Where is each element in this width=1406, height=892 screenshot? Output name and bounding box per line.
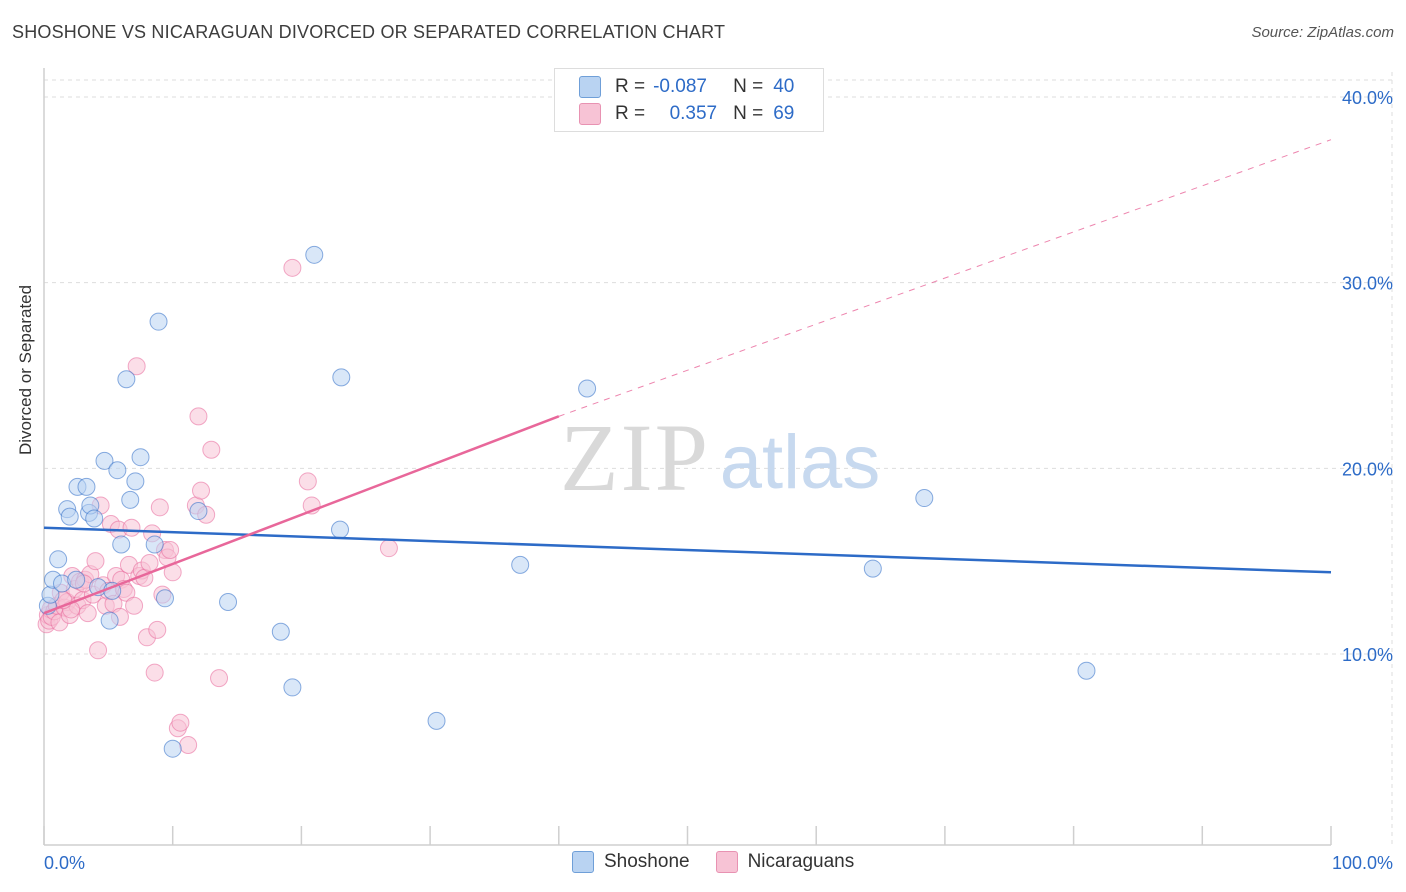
chart-title: SHOSHONE VS NICARAGUAN DIVORCED OR SEPAR… [12,22,726,42]
shoshone-point [100,611,119,630]
legend-r-label: R = [615,76,646,97]
shoshone-points [38,245,1096,758]
y-tick-label: 10.0% [1342,645,1393,665]
tick-labels: 10.0% 20.0% 30.0% 40.0% 0.0% 100.0% [44,88,1393,873]
shoshone-point [117,370,136,389]
legend-swatch-pink [579,103,601,125]
watermark-zip: ZIP [560,404,710,511]
nicaraguans-point [210,669,229,688]
shoshone-trend-line [43,526,1332,574]
nicaraguans-point [298,472,317,491]
shoshone-point [915,489,934,508]
nicaraguans-point [202,440,221,459]
shoshone-point [578,379,597,398]
x-tick-label: 0.0% [44,853,85,873]
shoshone-point [427,711,446,730]
nicaraguans-point [145,663,164,682]
trend-lines [43,139,1332,615]
shoshone-point [145,535,164,554]
nicaraguans-point [379,539,398,558]
source-label: Source: ZipAtlas.com [1251,24,1394,41]
shoshone-point [189,502,208,521]
nicaraguans-point [283,258,302,277]
y-axis-label: Divorced or Separated [16,284,35,455]
series-label-shoshone: Shoshone [604,851,690,872]
series-legend-item-nicaraguans: Nicaraguans [715,851,855,873]
nicaraguans-point [192,481,211,500]
shoshone-point [95,451,114,470]
nicaraguans-point [161,541,180,560]
shoshone-point [49,550,68,569]
nicaraguans-point [150,498,169,517]
shoshone-point [305,245,324,264]
watermark-atlas: atlas [720,420,881,505]
series-swatch-pink [715,851,738,873]
shoshone-point [863,559,882,578]
shoshone-point [67,570,86,589]
y-tick-label: 40.0% [1342,88,1393,108]
legend-r-label: R = [615,103,646,124]
legend-row-shoshone: R = -0.087 N = 40 [579,74,794,100]
correlation-legend: R = -0.087 N = 40 R = 0.357 N = 69 [554,68,824,132]
nicaraguans-point [89,641,108,660]
nicaraguans-trend-line [43,415,560,615]
shoshone-point [131,448,150,467]
shoshone-point [332,368,351,387]
legend-r-value: -0.087 [653,76,707,97]
nicaraguans-point [78,604,97,623]
y-tick-label: 30.0% [1342,274,1393,294]
nicaraguans-point [148,620,167,639]
shoshone-point [331,520,350,539]
shoshone-point [511,555,530,574]
nicaraguans-point [171,713,190,732]
shoshone-point [1077,661,1096,680]
shoshone-point [112,535,131,554]
shoshone-point [163,739,182,758]
shoshone-point [219,593,238,612]
nicaraguans-point [86,552,105,571]
shoshone-point [108,461,127,480]
legend-swatch-blue [579,76,601,98]
shoshone-point [283,678,302,697]
series-legend: Shoshone Nicaraguans [572,851,880,873]
series-label-nicaraguans: Nicaraguans [747,851,855,872]
shoshone-point [149,312,168,331]
series-swatch-blue [572,851,594,873]
legend-r-value: 0.357 [669,103,718,124]
legend-row-nicaraguans: R = 0.357 N = 69 [579,101,794,127]
legend-n-value: 69 [773,103,795,124]
nicaraguans-point [189,407,208,426]
x-tick-label: 100.0% [1332,853,1393,873]
nicaraguans-point [140,554,159,573]
gridlines [44,72,1393,845]
shoshone-point [155,589,174,608]
shoshone-point [60,507,79,526]
shoshone-point [77,477,96,496]
nicaraguans-point [179,735,198,754]
y-tick-label: 20.0% [1342,459,1393,479]
shoshone-point [121,490,140,509]
axes [43,68,1332,846]
series-legend-item-shoshone: Shoshone [572,851,690,873]
shoshone-point [85,509,104,528]
watermark: ZIP atlas [560,404,880,511]
nicaraguans-point [125,596,144,615]
shoshone-point [126,472,145,491]
nicaraguans-point [122,518,141,537]
legend-n-value: 40 [773,76,795,97]
nicaraguans-point [127,357,146,376]
shoshone-point [271,622,290,641]
legend-n-label: N = [733,103,764,124]
legend-n-label: N = [733,76,764,97]
nicaraguans-trend-projection [558,139,1332,417]
